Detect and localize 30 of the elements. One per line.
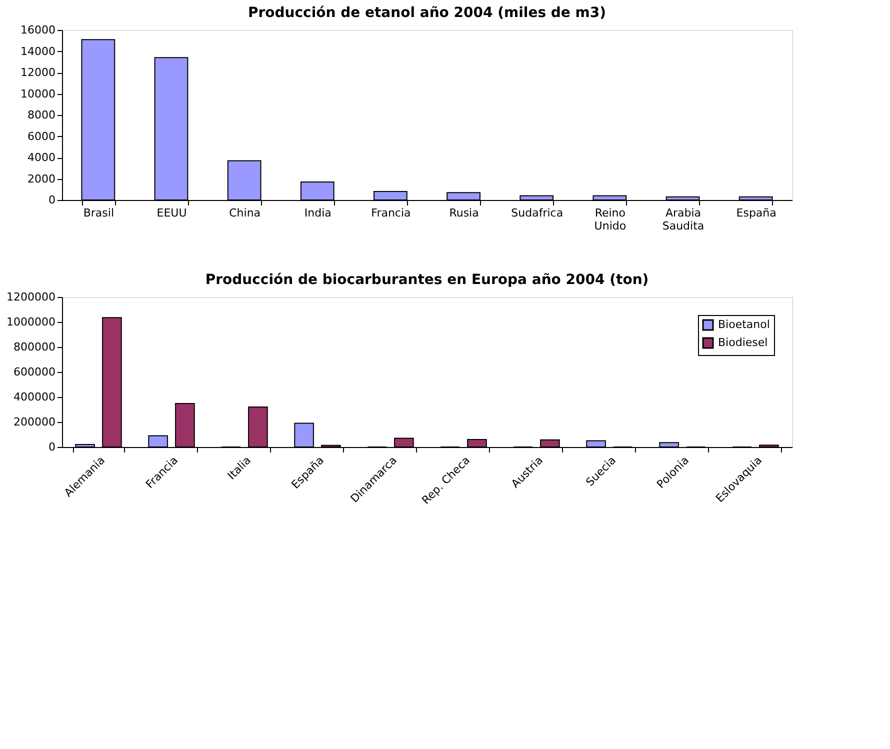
x-tick-label: España — [736, 206, 776, 220]
y-tick-label: 200000 — [14, 416, 56, 428]
x-tick-label: Rusia — [449, 206, 479, 220]
x-tick-label: EEUU — [156, 206, 187, 220]
chart-title: Producción de etanol año 2004 (miles de m3) — [248, 5, 606, 21]
y-tick-label: 0 — [48, 194, 56, 206]
legend-label: Bioetanol — [718, 318, 770, 331]
y-tick-label: 0 — [48, 440, 56, 454]
y-tick-label: 1200000 — [6, 290, 56, 304]
y-tick-label: 16000 — [20, 24, 56, 36]
y-tick-label: 12000 — [20, 66, 56, 79]
chart-title: Producción de biocarburantes en Europa año 2004 (ton) — [205, 272, 649, 288]
y-tick-label: 1000000 — [6, 316, 56, 328]
y-tick-label: 400000 — [14, 390, 56, 404]
x-tick-label: Francia — [371, 206, 411, 220]
x-tick-label: India — [304, 206, 332, 220]
legend-label: Biodiesel — [718, 336, 768, 349]
y-tick-label: 6000 — [28, 130, 56, 143]
y-tick-label: 14000 — [20, 44, 56, 58]
x-tick-label: Brasil — [83, 206, 114, 220]
y-tick-label: 600000 — [14, 366, 56, 378]
y-tick-label: 10000 — [20, 87, 56, 100]
y-tick-label: 4000 — [28, 151, 56, 164]
y-tick-label: 2000 — [28, 172, 56, 186]
x-tick-label: Arabia Saudita — [662, 206, 704, 232]
x-tick-label: Sudafrica — [511, 206, 564, 220]
x-tick-label: Reino Unido — [594, 206, 626, 232]
y-tick-label: 8000 — [28, 108, 56, 122]
y-tick-label: 800000 — [14, 340, 56, 354]
x-tick-label: China — [229, 206, 261, 220]
